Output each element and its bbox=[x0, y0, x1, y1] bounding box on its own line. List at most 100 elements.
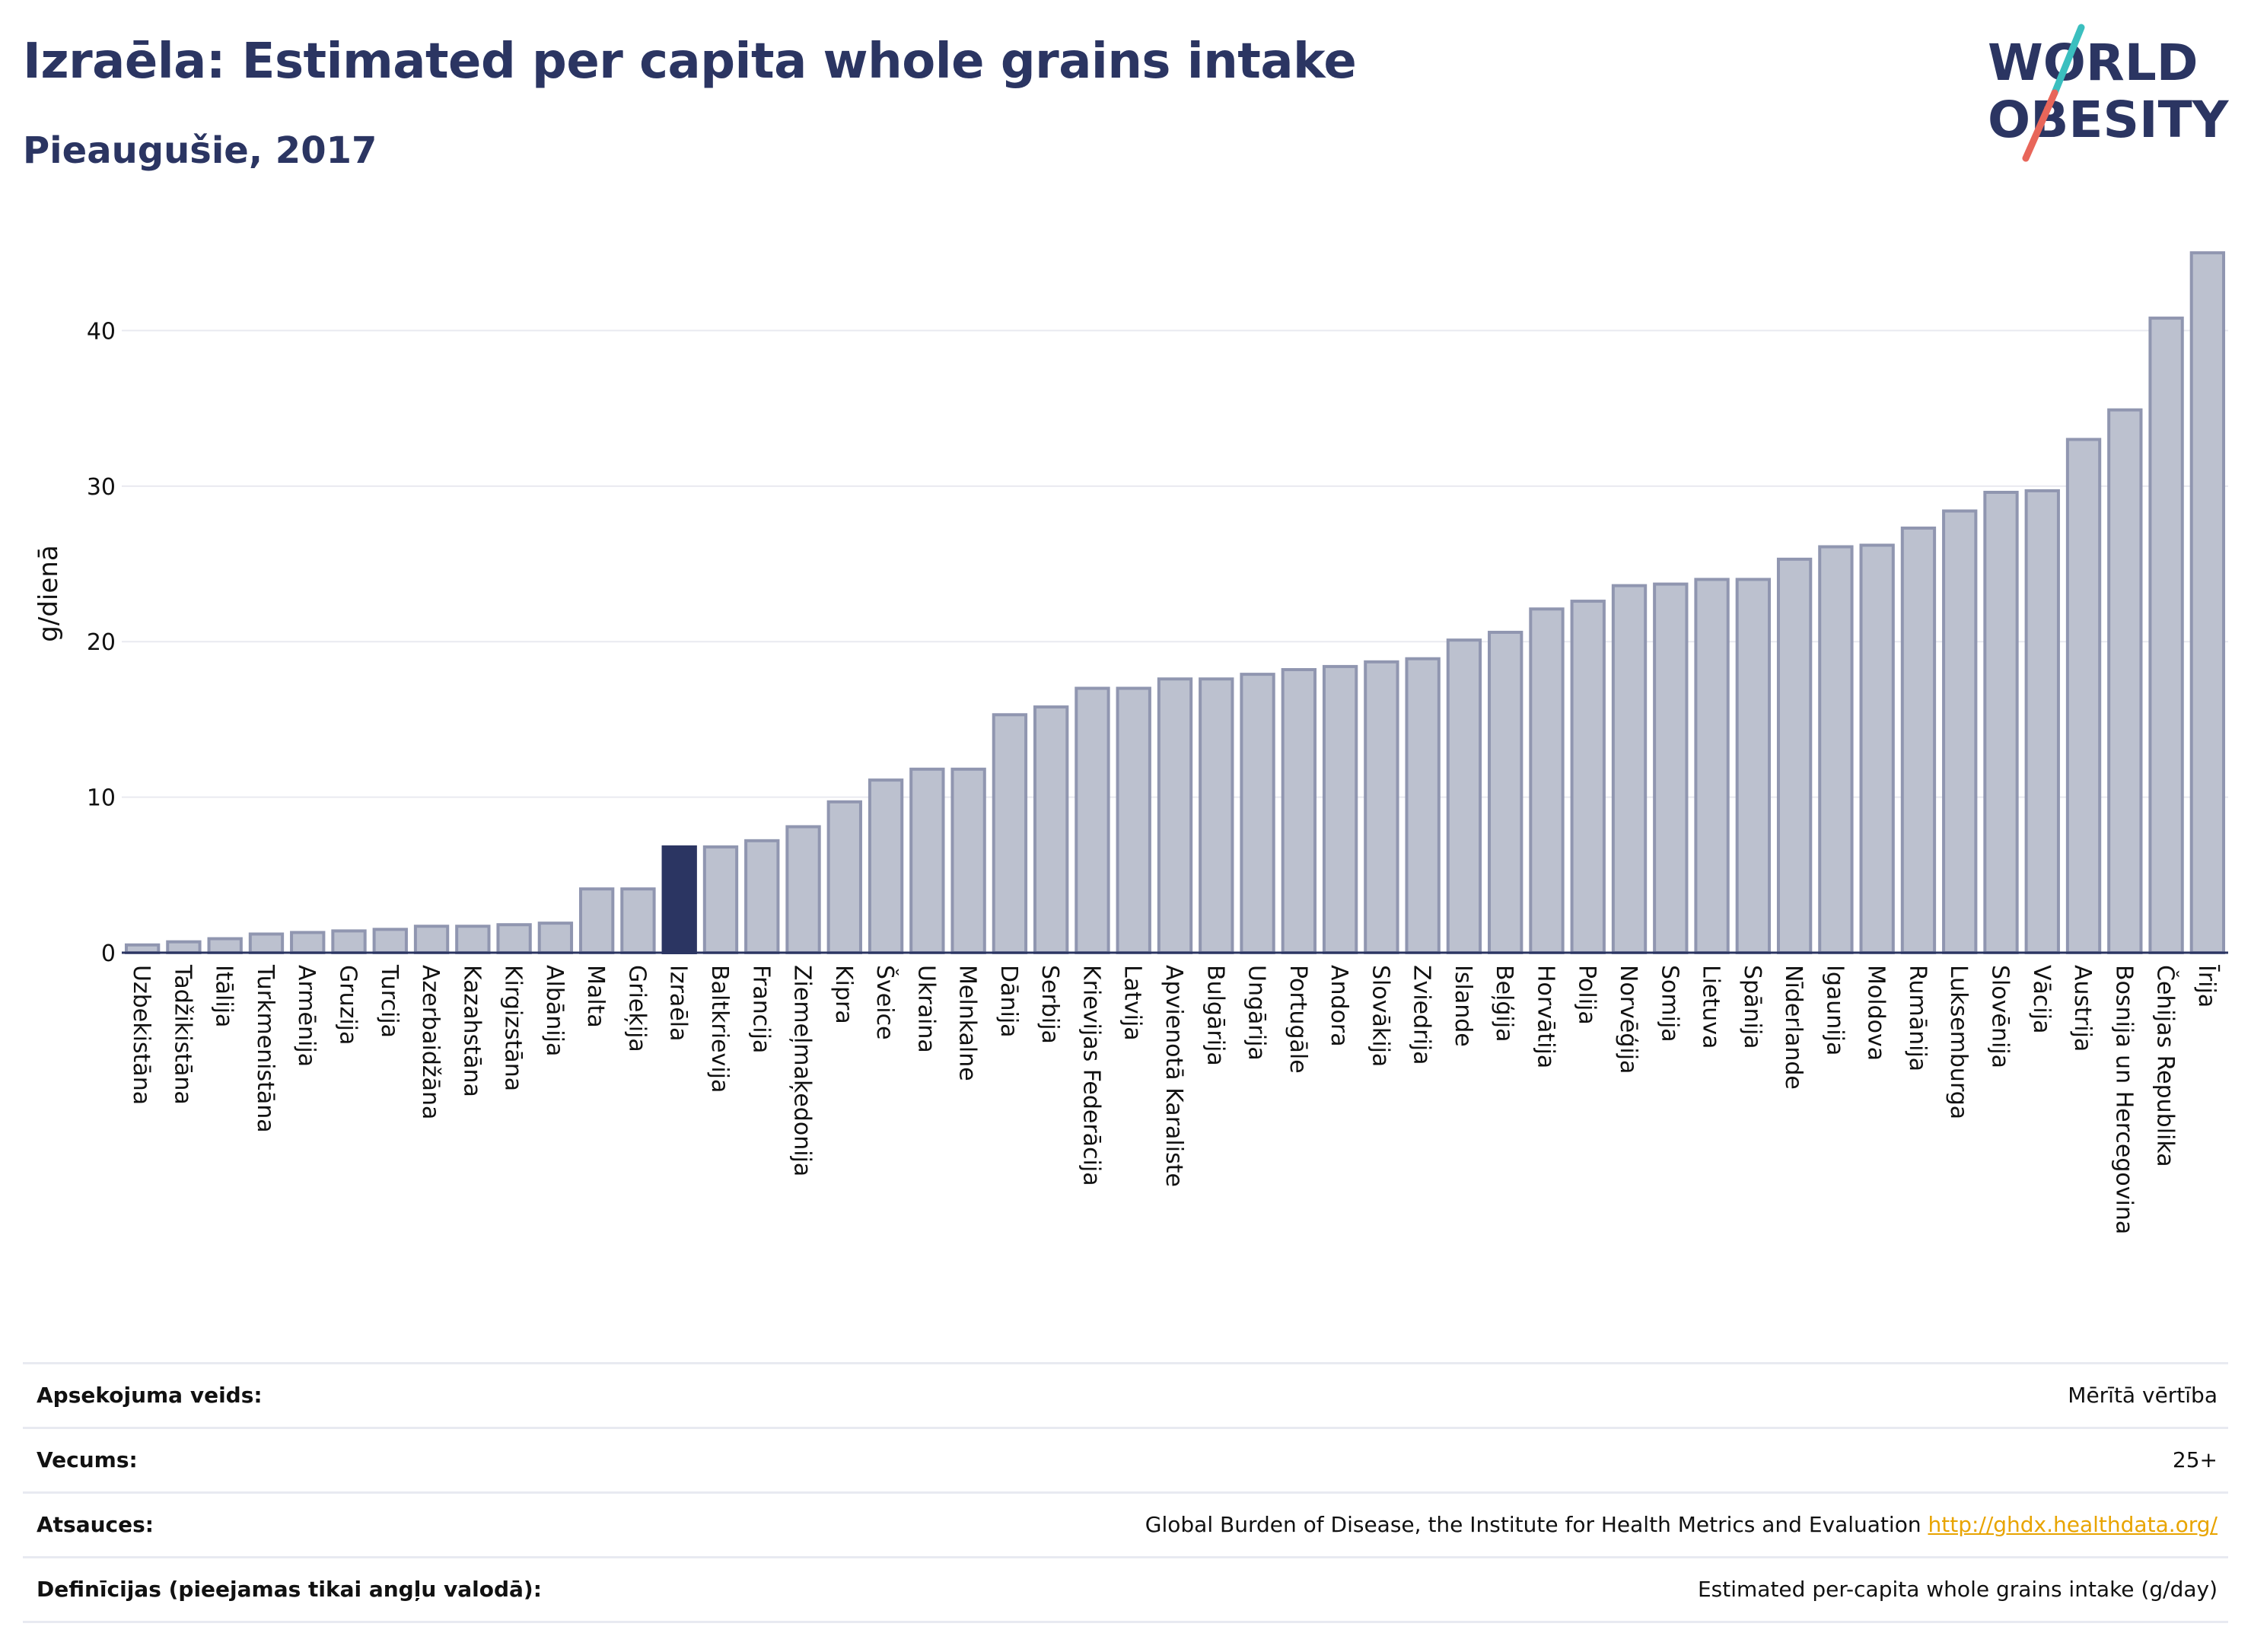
x-tick-label: Latvija bbox=[1119, 965, 1146, 1041]
bar-apvienotā-karaliste bbox=[1157, 677, 1193, 954]
x-tick-label: Itālija bbox=[211, 965, 237, 1027]
x-tick-label: Vācija bbox=[2028, 965, 2055, 1033]
x-tick-label: Armēnija bbox=[293, 965, 320, 1067]
bar-izraēla bbox=[661, 845, 697, 954]
bar-austrija bbox=[2065, 438, 2102, 954]
x-tick-label: Rumānija bbox=[1904, 965, 1931, 1071]
x-tick-label: Horvātija bbox=[1532, 965, 1559, 1068]
x-tick-label: Īrija bbox=[2193, 965, 2221, 1007]
bar-horvātija bbox=[1529, 607, 1565, 954]
x-tick-label: Ungārija bbox=[1243, 965, 1270, 1061]
bar-tadžikistāna bbox=[166, 940, 202, 954]
info-value-text: 25+ bbox=[2172, 1447, 2218, 1472]
x-axis-labels: Uzbekistāna Tadžikistāna Itālija Turkmenist… bbox=[128, 964, 2221, 1234]
bar-somija bbox=[1653, 582, 1689, 954]
world-obesity-logo[interactable]: WORLD OBESITY bbox=[1979, 23, 2237, 164]
bar-ungārija bbox=[1240, 673, 1275, 955]
bar-luksemburga bbox=[1942, 509, 1978, 954]
x-tick-label: Igaunija bbox=[1821, 965, 1848, 1055]
bar-moldova bbox=[1859, 543, 1895, 954]
x-tick-label: Portugāle bbox=[1285, 965, 1311, 1074]
info-value-text: Mērītā vērtība bbox=[2068, 1383, 2218, 1408]
bar-chart: 0 10 20 30 40 Uzbekistāna Tadžikistāna Itālija… bbox=[33, 251, 2228, 1234]
info-row: Vecums: 25+ bbox=[23, 1427, 2228, 1491]
x-tick-label: Bulgārija bbox=[1202, 965, 1228, 1066]
x-tick-label: Serbija bbox=[1036, 965, 1063, 1044]
logo-slash-bottom bbox=[2022, 89, 2058, 162]
bar-slovēnija bbox=[1983, 490, 2019, 954]
x-tick-label: Bosnija un Hercegovina bbox=[2110, 965, 2137, 1234]
bar-dānija bbox=[992, 713, 1028, 954]
bar-igaunija bbox=[1818, 545, 1854, 954]
x-tick-label: Izraēla bbox=[665, 965, 692, 1042]
x-tick-label: Slovēnija bbox=[1986, 965, 2013, 1068]
info-label: Vecums: bbox=[37, 1447, 138, 1472]
x-tick-label: Norvēģija bbox=[1615, 965, 1641, 1074]
x-tick-label: Francija bbox=[747, 965, 774, 1053]
info-row: Apsekojuma veids: Mērītā vērtība bbox=[23, 1362, 2228, 1427]
info-row: Definīcijas (pieejamas tikai angļu valod… bbox=[23, 1556, 2228, 1623]
x-tick-label: Grieķija bbox=[623, 965, 650, 1052]
info-label: Definīcijas (pieejamas tikai angļu valod… bbox=[37, 1577, 542, 1602]
x-tick-label: Turkmenistāna bbox=[252, 964, 279, 1133]
chart-subtitle: Pieaugušie, 2017 bbox=[23, 129, 377, 172]
bar-andora bbox=[1322, 664, 1358, 955]
x-tick-label: Kirgizstāna bbox=[500, 965, 527, 1091]
info-row: Atsauces: Global Burden of Disease, the I… bbox=[23, 1491, 2228, 1556]
bar-latvija bbox=[1116, 686, 1151, 954]
y-tick-label: 30 bbox=[87, 474, 116, 501]
bar-gruzija bbox=[331, 929, 367, 955]
info-label: Apsekojuma veids: bbox=[37, 1383, 263, 1408]
x-tick-label: Dānija bbox=[995, 965, 1022, 1038]
bar-kirgizstāna bbox=[496, 923, 532, 954]
x-tick-label: Moldova bbox=[1863, 965, 1890, 1061]
bar-norvēģija bbox=[1611, 584, 1648, 955]
info-value: Estimated per-capita whole grains intake… bbox=[1698, 1577, 2218, 1602]
x-tick-label: Somija bbox=[1656, 965, 1683, 1042]
bar-lietuva bbox=[1694, 578, 1730, 954]
x-tick-label: Lietuva bbox=[1698, 965, 1724, 1049]
bar-bulgārija bbox=[1199, 677, 1234, 954]
bar-čehijas-republika bbox=[2148, 317, 2184, 955]
x-tick-label: Austrija bbox=[2069, 965, 2096, 1052]
bars bbox=[124, 251, 2226, 955]
bar-armēnija bbox=[290, 931, 326, 955]
bar-krievijas-federācija bbox=[1075, 686, 1110, 954]
bar-vācija bbox=[2024, 489, 2060, 954]
x-tick-label: Kazahstāna bbox=[458, 965, 485, 1097]
x-tick-label: Kipra bbox=[830, 965, 857, 1024]
y-tick-label: 40 bbox=[87, 318, 116, 345]
bar-grieķija bbox=[620, 887, 656, 954]
bar-baltkrievija bbox=[702, 845, 739, 954]
bar-bosnija-un-hercegovina bbox=[2107, 408, 2143, 954]
x-tick-label: Apvienotā Karaliste bbox=[1161, 965, 1187, 1187]
x-tick-label: Azerbaidžāna bbox=[417, 965, 444, 1119]
x-tick-label: Malta bbox=[582, 965, 609, 1028]
bar-šveice bbox=[868, 778, 904, 954]
info-value-text: Global Burden of Disease, the Institute … bbox=[1145, 1512, 1921, 1537]
logo-slash-top bbox=[2051, 24, 2085, 97]
bar-portugāle bbox=[1281, 668, 1317, 954]
info-table: Apsekojuma veids: Mērītā vērtība Vecums: 25… bbox=[23, 1362, 2228, 1623]
bar-spānija bbox=[1735, 578, 1772, 954]
info-value: Global Burden of Disease, the Institute … bbox=[1145, 1512, 2218, 1537]
bar-francija bbox=[744, 839, 780, 955]
info-value: Mērītā vērtība bbox=[2068, 1383, 2218, 1408]
x-tick-label: Luksemburga bbox=[1945, 965, 1972, 1119]
info-value: 25+ bbox=[2173, 1447, 2218, 1472]
logo-text-obesity: OBESITY bbox=[1988, 91, 2230, 149]
x-tick-label: Zviedrija bbox=[1409, 965, 1435, 1065]
x-tick-label: Albānija bbox=[541, 965, 568, 1056]
bar-serbija bbox=[1033, 705, 1069, 954]
x-tick-label: Ukraina bbox=[912, 965, 939, 1053]
x-tick-label: Islande bbox=[1450, 965, 1476, 1047]
x-tick-label: Uzbekistāna bbox=[128, 965, 154, 1105]
y-tick-label: 20 bbox=[87, 629, 116, 656]
source-link[interactable]: http://ghdx.healthdata.org/ bbox=[1928, 1512, 2218, 1537]
x-tick-label: Turcija bbox=[376, 964, 403, 1038]
bar-nīderlande bbox=[1776, 557, 1813, 954]
logo-text-world: WORLD bbox=[1988, 33, 2198, 92]
bar-turkmenistāna bbox=[248, 932, 285, 955]
bar-azerbaidžāna bbox=[413, 925, 450, 955]
x-tick-label: Andora bbox=[1326, 965, 1352, 1047]
